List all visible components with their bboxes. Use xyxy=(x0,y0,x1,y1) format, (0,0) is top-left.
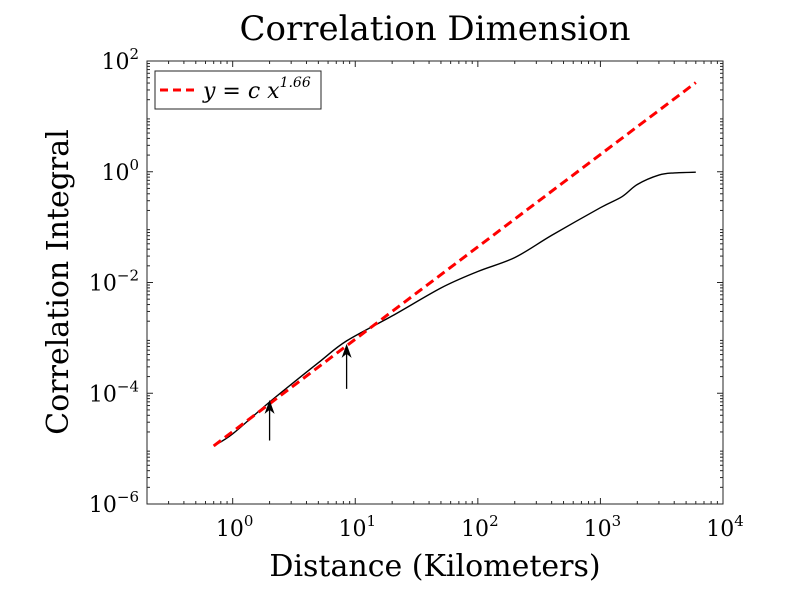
x-tick-label-4-exponent: 4 xyxy=(734,512,744,530)
x-tick-label-1-exponent: 1 xyxy=(366,512,376,530)
x-tick-label-2-exponent: 2 xyxy=(489,512,499,530)
y-tick-label-4: 102 xyxy=(101,45,139,75)
x-tick-label-4-base: 10 xyxy=(706,517,734,542)
correlation-integral-line xyxy=(213,171,696,447)
x-tick-label-0: 100 xyxy=(216,512,254,542)
x-tick-label-1-base: 10 xyxy=(338,517,366,542)
annotation-arrow-head-1 xyxy=(341,343,352,358)
y-tick-label-1: 10−4 xyxy=(89,377,139,407)
chart-title: Correlation Dimension xyxy=(239,9,630,49)
legend-label-exponent: 1.66 xyxy=(280,75,311,91)
y-tick-label-2-exponent: −2 xyxy=(117,267,139,285)
y-tick-label-0-base: 10 xyxy=(89,493,117,518)
y-tick-label-0: 10−6 xyxy=(89,488,139,518)
y-tick-label-2: 10−2 xyxy=(89,267,139,297)
y-tick-label-3: 100 xyxy=(101,156,139,186)
legend: y = c x1.66 xyxy=(154,70,322,110)
y-axis-label: Correlation Integral xyxy=(41,129,76,435)
plot-frame xyxy=(146,60,724,505)
y-tick-label-3-exponent: 0 xyxy=(129,156,139,174)
y-tick-label-3-base: 10 xyxy=(101,161,129,186)
y-tick-label-0-exponent: −6 xyxy=(117,488,139,506)
power-law-fit-dashed-line xyxy=(212,81,697,448)
x-tick-label-4: 104 xyxy=(706,512,744,542)
x-tick-label-2-base: 10 xyxy=(461,517,489,542)
legend-box xyxy=(154,70,322,110)
legend-label-main: y = c x xyxy=(202,79,280,104)
y-tick-label-1-exponent: −4 xyxy=(117,377,139,395)
x-axis-label: Distance (Kilometers) xyxy=(269,549,600,584)
x-tick-label-3-exponent: 3 xyxy=(612,512,622,530)
y-tick-label-1-base: 10 xyxy=(89,382,117,407)
x-tick-label-3: 103 xyxy=(584,512,622,542)
x-tick-label-0-base: 10 xyxy=(216,517,244,542)
y-tick-label-2-base: 10 xyxy=(89,272,117,297)
x-tick-label-1: 101 xyxy=(338,512,376,542)
legend-label: y = c x1.66 xyxy=(202,75,311,104)
y-tick-label-4-base: 10 xyxy=(101,50,129,75)
y-tick-label-4-exponent: 2 xyxy=(129,45,139,63)
x-tick-label-3-base: 10 xyxy=(584,517,612,542)
annotation-arrow-head-0 xyxy=(264,399,275,414)
x-tick-label-0-exponent: 0 xyxy=(244,512,254,530)
x-tick-label-2: 102 xyxy=(461,512,499,542)
